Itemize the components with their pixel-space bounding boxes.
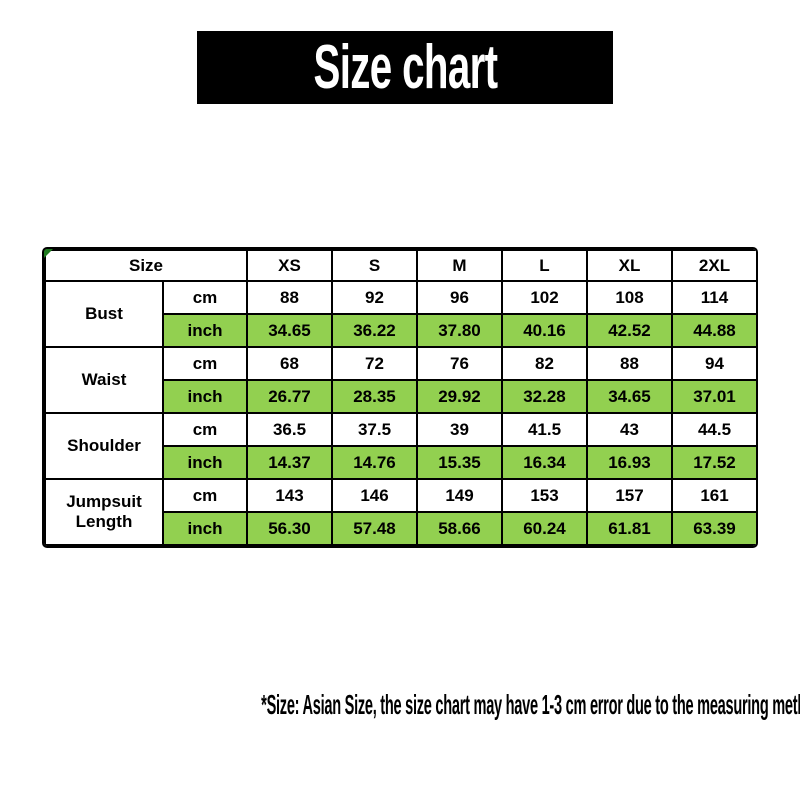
unit-label-inch: inch (162, 379, 248, 414)
measurement-label-waist: Waist (44, 346, 164, 414)
cm-value-cell: 153 (501, 478, 588, 513)
corner-triangle-icon (44, 249, 53, 258)
size-table: Size XS S M L XL 2XL Bust cm 88 92 96 10… (44, 249, 756, 546)
page-title: Size chart (313, 32, 498, 102)
inch-value-cell: 16.93 (586, 445, 673, 480)
inch-value-cell: 56.30 (246, 511, 333, 546)
unit-label-inch: inch (162, 511, 248, 546)
inch-value-cell: 60.24 (501, 511, 588, 546)
bust-inch-row: inch 34.65 36.22 37.80 40.16 42.52 44.88 (45, 313, 756, 348)
waist-inch-row: inch 26.77 28.35 29.92 32.28 34.65 37.01 (45, 379, 756, 414)
inch-value-cell: 44.88 (671, 313, 756, 348)
jumpsuit-length-cm-row: Jumpsuit Length cm 143 146 149 153 157 1… (44, 478, 756, 546)
cm-value-cell: 114 (671, 280, 756, 315)
inch-value-cell: 42.52 (586, 313, 673, 348)
size-corner-header: Size (44, 249, 248, 282)
cm-value-cell: 143 (246, 478, 333, 513)
cm-value-cell: 68 (246, 346, 333, 381)
size-disclaimer: *Size: Asian Size, the size chart may ha… (0, 691, 800, 719)
inch-value-cell: 37.01 (671, 379, 756, 414)
cm-value-cell: 36.5 (246, 412, 333, 447)
inch-value-cell: 32.28 (501, 379, 588, 414)
size-header-m: M (416, 249, 503, 282)
size-disclaimer-text: *Size: Asian Size, the size chart may ha… (261, 689, 800, 720)
header-row: Size XS S M L XL 2XL (44, 249, 756, 282)
inch-value-cell: 17.52 (671, 445, 756, 480)
cm-value-cell: 108 (586, 280, 673, 315)
shoulder-inch-row: inch 14.37 14.76 15.35 16.34 16.93 17.52 (45, 445, 756, 480)
inch-value-cell: 34.65 (586, 379, 673, 414)
inch-value-cell: 58.66 (416, 511, 503, 546)
unit-label-cm: cm (162, 412, 248, 447)
cm-value-cell: 39 (416, 412, 503, 447)
cm-value-cell: 157 (586, 478, 673, 513)
cm-value-cell: 149 (416, 478, 503, 513)
cm-value-cell: 44.5 (671, 412, 756, 447)
cm-value-cell: 72 (331, 346, 418, 381)
title-banner: Size chart (197, 31, 613, 104)
inch-value-cell: 28.35 (331, 379, 418, 414)
cm-value-cell: 82 (501, 346, 588, 381)
inch-value-cell: 37.80 (416, 313, 503, 348)
unit-label-cm: cm (162, 280, 248, 315)
cm-value-cell: 76 (416, 346, 503, 381)
measurement-label-bust: Bust (44, 280, 164, 348)
cm-value-cell: 88 (586, 346, 673, 381)
measurement-label-jumpsuit-length: Jumpsuit Length (44, 478, 164, 546)
inch-value-cell: 40.16 (501, 313, 588, 348)
size-header-l: L (501, 249, 588, 282)
unit-label-cm: cm (162, 478, 248, 513)
shoulder-cm-row: Shoulder cm 36.5 37.5 39 41.5 43 44.5 (44, 412, 756, 480)
inch-value-cell: 15.35 (416, 445, 503, 480)
size-header-xl: XL (586, 249, 673, 282)
unit-label-cm: cm (162, 346, 248, 381)
cm-value-cell: 161 (671, 478, 756, 513)
size-header-2xl: 2XL (671, 249, 756, 282)
inch-value-cell: 57.48 (331, 511, 418, 546)
bust-cm-row: Bust cm 88 92 96 102 108 114 (44, 280, 756, 348)
cm-value-cell: 92 (331, 280, 418, 315)
inch-value-cell: 61.81 (586, 511, 673, 546)
cm-value-cell: 43 (586, 412, 673, 447)
unit-label-inch: inch (162, 445, 248, 480)
cm-value-cell: 96 (416, 280, 503, 315)
cm-value-cell: 94 (671, 346, 756, 381)
size-header-s: S (331, 249, 418, 282)
inch-value-cell: 16.34 (501, 445, 588, 480)
cm-value-cell: 37.5 (331, 412, 418, 447)
cm-value-cell: 146 (331, 478, 418, 513)
unit-label-inch: inch (162, 313, 248, 348)
inch-value-cell: 29.92 (416, 379, 503, 414)
size-header-xs: XS (246, 249, 333, 282)
cm-value-cell: 88 (246, 280, 333, 315)
cm-value-cell: 41.5 (501, 412, 588, 447)
jumpsuit-length-inch-row: inch 56.30 57.48 58.66 60.24 61.81 63.39 (45, 511, 756, 546)
inch-value-cell: 14.76 (331, 445, 418, 480)
inch-value-cell: 36.22 (331, 313, 418, 348)
inch-value-cell: 63.39 (671, 511, 756, 546)
inch-value-cell: 26.77 (246, 379, 333, 414)
inch-value-cell: 34.65 (246, 313, 333, 348)
waist-cm-row: Waist cm 68 72 76 82 88 94 (44, 346, 756, 414)
cm-value-cell: 102 (501, 280, 588, 315)
size-table-container: Size XS S M L XL 2XL Bust cm 88 92 96 10… (42, 247, 758, 548)
inch-value-cell: 14.37 (246, 445, 333, 480)
measurement-label-shoulder: Shoulder (44, 412, 164, 480)
